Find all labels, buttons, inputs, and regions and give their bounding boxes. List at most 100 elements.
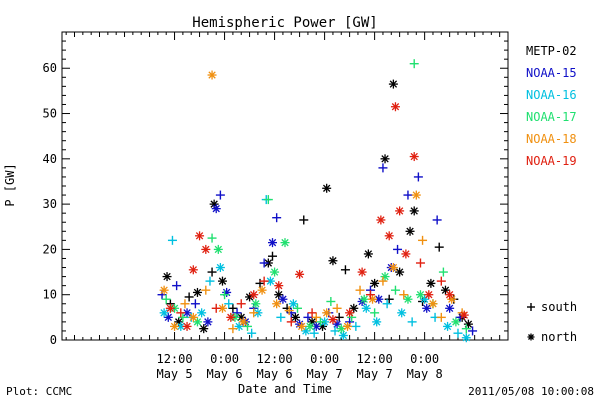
- x-axis-label: Date and Time: [238, 382, 332, 396]
- point-noaa-15-north: [267, 238, 277, 248]
- point-metp-02-north: [328, 256, 338, 266]
- star-d2: [227, 313, 235, 322]
- star-d2: [295, 270, 304, 279]
- point-metp-02-north: [395, 267, 405, 277]
- star-d2: [385, 232, 393, 240]
- point-noaa-18-south: [436, 312, 446, 322]
- star-d2: [193, 318, 202, 326]
- point-metp-02-north: [217, 276, 227, 286]
- y-tick-label: 10: [43, 288, 57, 302]
- point-noaa-18-north: [159, 285, 169, 295]
- star-d2: [395, 207, 404, 215]
- star-d2: [177, 322, 185, 331]
- point-noaa-17-south: [326, 297, 336, 306]
- point-metp-02-north: [440, 285, 450, 295]
- y-axis: 0 10 20 30 40 50 60: [43, 31, 508, 347]
- star-d2: [339, 331, 348, 340]
- point-noaa-17-north: [359, 294, 369, 304]
- point-noaa-18-south: [418, 235, 428, 245]
- point-metp-02-south: [255, 278, 265, 288]
- star-d2: [528, 334, 534, 340]
- star-d2: [189, 266, 197, 274]
- point-noaa-19-north: [249, 290, 259, 300]
- point-noaa-15-north: [422, 303, 432, 313]
- star-d2: [279, 295, 287, 303]
- point-noaa-19-north: [226, 312, 236, 322]
- point-noaa-17-north: [451, 317, 461, 327]
- point-noaa-19-north: [409, 152, 419, 162]
- point-noaa-17-south: [178, 312, 188, 322]
- point-noaa-16-south: [309, 328, 319, 338]
- point-noaa-19-south: [436, 276, 446, 286]
- point-metp-02-north: [192, 287, 202, 297]
- star-d2: [445, 291, 454, 299]
- point-noaa-18-south: [332, 303, 342, 313]
- chart-title: Hemispheric Power [GW]: [192, 15, 377, 31]
- point-metp-02-north: [388, 79, 398, 89]
- star-d2: [389, 80, 398, 88]
- x-tick-time-label: 12:00: [357, 352, 393, 366]
- point-noaa-15-south: [413, 172, 423, 182]
- point-noaa-19-south: [211, 303, 221, 313]
- star-d2: [252, 300, 260, 308]
- star-d2: [423, 304, 431, 312]
- star-d2: [375, 295, 383, 303]
- star-d2: [381, 155, 389, 163]
- star-d2: [204, 318, 212, 326]
- star-d2: [329, 315, 337, 324]
- star-d2: [425, 291, 433, 299]
- x-tick-time-label: 0:00: [210, 352, 239, 366]
- star-d2: [448, 295, 456, 303]
- point-noaa-17-south: [390, 285, 400, 295]
- star-d2: [202, 245, 210, 254]
- point-noaa-16-north: [288, 299, 298, 309]
- point-noaa-18-north: [428, 299, 438, 309]
- point-metp-02-south: [384, 294, 394, 304]
- star-d2: [404, 295, 412, 303]
- legend-symbol-star: [527, 333, 535, 341]
- point-noaa-15-south: [215, 190, 225, 200]
- star-d2: [164, 313, 172, 322]
- point-noaa-19-north: [345, 308, 355, 318]
- point-noaa-17-south: [207, 233, 217, 243]
- star-d2: [210, 200, 218, 208]
- star-d2: [412, 191, 420, 199]
- point-noaa-15-south: [303, 312, 313, 322]
- point-metp-02-south: [184, 292, 194, 302]
- y-axis-label: P [GW]: [3, 163, 17, 206]
- star-d2: [358, 268, 366, 276]
- plot-frame-group: [61, 31, 509, 341]
- y-tick-label: 0: [50, 333, 57, 347]
- point-noaa-15-south: [432, 215, 442, 225]
- point-noaa-16-south: [330, 326, 340, 336]
- point-noaa-19-south: [365, 290, 375, 300]
- point-noaa-18-north: [388, 263, 398, 273]
- point-noaa-16-north: [338, 330, 348, 340]
- point-noaa-16-south: [453, 328, 463, 338]
- star-d2: [218, 277, 227, 285]
- point-noaa-19-north: [395, 206, 405, 216]
- star-d2: [360, 295, 368, 303]
- point-metp-02-north: [426, 278, 436, 288]
- point-noaa-18-south: [201, 285, 211, 295]
- point-noaa-17-north: [415, 290, 425, 300]
- point-noaa-15-south: [172, 281, 182, 291]
- legend-entry-noaa-17: NOAA-17: [526, 110, 577, 124]
- point-noaa-16-south: [351, 321, 361, 331]
- star-d2: [427, 279, 435, 288]
- star-d2: [281, 238, 289, 247]
- point-metp-02-north: [380, 154, 390, 164]
- point-metp-02-south: [282, 303, 292, 313]
- point-noaa-15-north: [278, 294, 288, 304]
- point-noaa-19-south: [259, 276, 269, 286]
- legend-entry-noaa-16: NOAA-16: [526, 88, 577, 102]
- star-d2: [266, 277, 275, 285]
- point-noaa-17-north: [403, 294, 413, 304]
- point-noaa-17-north: [280, 238, 290, 248]
- point-noaa-17-south: [161, 294, 171, 304]
- point-noaa-19-north: [182, 321, 192, 331]
- star-d2: [268, 238, 277, 247]
- point-noaa-19-south: [307, 308, 317, 318]
